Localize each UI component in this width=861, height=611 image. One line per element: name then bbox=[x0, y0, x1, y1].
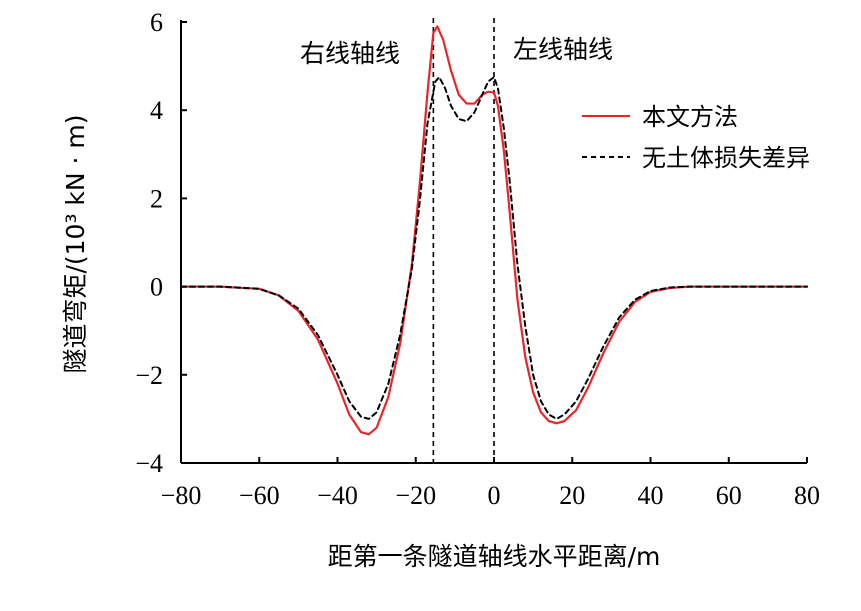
annotation-right-axis: 右线轴线 bbox=[300, 39, 400, 68]
x-tick-label: 60 bbox=[716, 481, 742, 510]
legend-label-series-1: 本文方法 bbox=[642, 103, 738, 131]
y-tick-label: 2 bbox=[150, 184, 163, 213]
y-tick-label: −4 bbox=[135, 449, 163, 478]
series-line-2 bbox=[180, 76, 808, 420]
x-tick-label: 0 bbox=[488, 481, 501, 510]
x-tick-label: −40 bbox=[317, 481, 358, 510]
y-tick-label: 0 bbox=[150, 273, 163, 302]
x-tick-label: −80 bbox=[161, 481, 202, 510]
legend-label-series-2: 无土体损失差异 bbox=[642, 144, 810, 172]
plot-lines bbox=[179, 18, 809, 463]
x-axis-label: 距第一条隧道轴线水平距离/m bbox=[328, 542, 661, 571]
legend: 本文方法 无土体损失差异 bbox=[582, 103, 810, 172]
x-tick-label: 80 bbox=[794, 481, 820, 510]
x-tick-label: 20 bbox=[559, 481, 585, 510]
x-tick-label: −60 bbox=[239, 481, 280, 510]
y-tick-label: −2 bbox=[135, 361, 163, 390]
y-tick-label: 4 bbox=[150, 96, 163, 125]
x-tick-label: 40 bbox=[638, 481, 664, 510]
annotation-left-axis: 左线轴线 bbox=[513, 35, 613, 64]
y-axis-label: 隧道弯矩/(10³ kN · m) bbox=[61, 114, 90, 373]
x-tick-label: −20 bbox=[395, 481, 436, 510]
y-tick-label: 6 bbox=[150, 8, 163, 37]
